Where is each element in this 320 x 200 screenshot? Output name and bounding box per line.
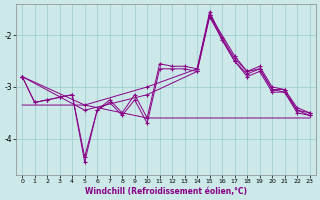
X-axis label: Windchill (Refroidissement éolien,°C): Windchill (Refroidissement éolien,°C) [85, 187, 247, 196]
